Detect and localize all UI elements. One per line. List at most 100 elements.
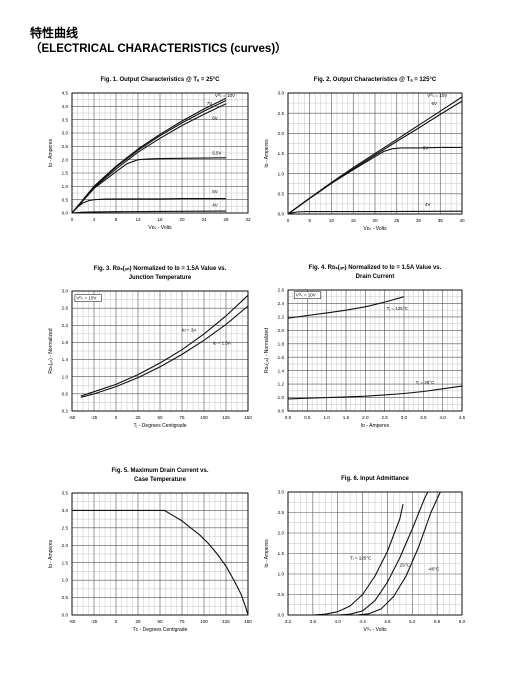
y-tick-label: 0.5 <box>278 592 285 597</box>
y-tick-label: 0.0 <box>278 212 285 217</box>
x-axis-label: Vᴅₛ - Volts <box>363 226 387 232</box>
series-line <box>71 157 227 214</box>
x-axis-label: Tᴄ - Degrees Centigrade <box>133 627 188 633</box>
annotation-label: Vᴳₛ = 10V <box>76 296 96 301</box>
series-line <box>71 103 227 214</box>
y-tick-label: 2.5 <box>62 144 69 149</box>
x-tick-label: 1.5 <box>343 415 350 420</box>
series-line <box>71 210 227 214</box>
series-line <box>287 296 405 319</box>
series-line <box>71 100 227 214</box>
x-tick-label: 32 <box>245 217 251 222</box>
y-tick-label: 1.8 <box>62 340 69 345</box>
x-tick-label: 4.0 <box>439 415 446 420</box>
x-tick-label: 25 <box>394 218 400 223</box>
x-tick-label: 3.2 <box>285 619 292 624</box>
x-tick-label: 6.0 <box>459 619 466 624</box>
annotation-label: 4V <box>212 202 218 207</box>
y-tick-label: 3.0 <box>278 91 285 96</box>
x-tick-label: 20 <box>372 218 378 223</box>
x-tick-label: 1.0 <box>323 415 330 420</box>
y-tick-label: 1.5 <box>62 560 69 565</box>
x-tick-label: 0 <box>287 218 290 223</box>
x-tick-label: 5.6 <box>434 619 441 624</box>
y-tick-label: 1.6 <box>278 355 285 360</box>
x-tick-label: -50 <box>69 619 76 624</box>
y-tick-label: 3.0 <box>278 490 285 495</box>
y-tick-label: 1.4 <box>62 357 69 362</box>
chart-title: Fig. 6. Input Admittance <box>341 476 409 482</box>
x-tick-label: 8 <box>115 217 118 222</box>
x-tick-label: 4.8 <box>384 619 391 624</box>
x-tick-label: 125 <box>222 415 230 420</box>
y-tick-label: 3.5 <box>62 117 69 122</box>
x-tick-label: 150 <box>244 619 252 624</box>
y-tick-label: 2.0 <box>278 531 285 536</box>
y-axis-label: Iᴅ - Amperes <box>48 539 54 568</box>
series-line <box>80 305 249 398</box>
y-tick-label: 1.0 <box>278 171 285 176</box>
y-tick-label: 2.6 <box>278 288 285 293</box>
y-tick-label: 1.0 <box>278 572 285 577</box>
x-axis-label: Tⱼ - Degrees Centigrade <box>133 423 186 429</box>
x-tick-label: 75 <box>179 415 185 420</box>
x-tick-label: 25 <box>135 619 141 624</box>
y-tick-label: 1.5 <box>278 551 285 556</box>
y-tick-label: 2.2 <box>278 314 285 319</box>
plot-frame <box>287 92 463 215</box>
series-line <box>312 504 404 616</box>
y-tick-label: 1.2 <box>278 382 285 387</box>
annotation-label: 25°C <box>400 563 411 568</box>
y-tick-label: 3.5 <box>62 491 69 496</box>
x-tick-label: 35 <box>438 218 444 223</box>
y-tick-label: 2.0 <box>278 328 285 333</box>
y-tick-label: 0.0 <box>62 613 69 618</box>
x-tick-label: 30 <box>416 218 422 223</box>
x-tick-label: 10 <box>329 218 335 223</box>
x-axis-label: Vᴳₛ - Volts <box>364 627 387 633</box>
series-line <box>71 198 226 214</box>
chart-title: Fig. 5. Maximum Drain Current vs. <box>111 468 208 474</box>
x-tick-label: 50 <box>157 415 163 420</box>
x-tick-label: -25 <box>91 415 98 420</box>
series-line <box>287 385 463 400</box>
plot-frame <box>71 492 249 616</box>
annotation-label: Vᴳₛ = 10V <box>215 93 235 98</box>
x-tick-label: 2.0 <box>362 415 369 420</box>
annotation-label: Tⱼ = 25°C <box>416 380 435 385</box>
chart-title: Case Temperature <box>134 477 187 483</box>
x-tick-label: 4.0 <box>335 619 342 624</box>
y-tick-label: 2.2 <box>62 323 69 328</box>
annotation-label: 4V <box>425 202 431 207</box>
x-axis-label: Vᴅₛ - Volts <box>148 225 172 231</box>
plot-frame <box>287 289 463 412</box>
x-tick-label: 28 <box>223 217 229 222</box>
annotation-label: 5V <box>423 145 429 150</box>
annotation-box <box>74 294 102 302</box>
page-title-cn: 特性曲线 <box>30 26 79 40</box>
y-tick-label: 2.5 <box>278 510 285 515</box>
plot-frame <box>71 290 249 412</box>
y-axis-label: Rᴅₛ(ₒₙ) - Normalized <box>264 328 270 373</box>
x-tick-label: 5 <box>308 218 311 223</box>
page-title-en: （ELECTRICAL CHARACTERISTICS (curves)） <box>30 43 287 55</box>
x-tick-label: 0 <box>71 217 74 222</box>
x-tick-label: -25 <box>91 619 98 624</box>
y-axis-label: Rᴅₛ(ₒₙ) - Normalized <box>48 328 54 373</box>
x-axis-label: Iᴅ - Amperes <box>361 423 390 429</box>
y-tick-label: 0.2 <box>62 409 69 414</box>
y-tick-label: 2.6 <box>62 306 69 311</box>
annotation-label: Vᴳₛ = 10V <box>296 293 316 298</box>
plot-frame <box>71 92 249 214</box>
y-axis-label: Iᴅ - Amperes <box>48 138 54 167</box>
x-tick-label: 150 <box>244 415 252 420</box>
chart-title: Fig. 2. Output Characteristics @ Tₐ = 12… <box>314 77 437 83</box>
annotation-label: Vᴳₛ = 10V <box>427 93 447 98</box>
chart-title: Fig. 1. Output Characteristics @ Tₐ = 25… <box>100 77 220 83</box>
y-tick-label: 1.0 <box>62 578 69 583</box>
chart-title: Fig. 4. Rᴅₛ(ₒₙ) Normalized to Iᴅ = 1.5A … <box>309 265 442 271</box>
